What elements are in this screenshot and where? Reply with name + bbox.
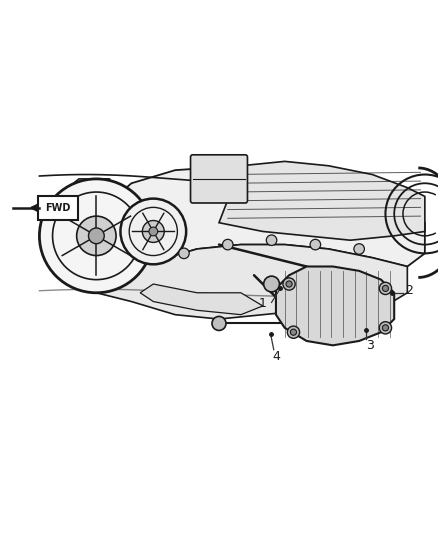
Ellipse shape xyxy=(223,239,233,250)
Ellipse shape xyxy=(379,322,392,334)
Polygon shape xyxy=(219,161,425,240)
Text: 2: 2 xyxy=(406,284,413,297)
Ellipse shape xyxy=(264,276,279,292)
Text: 4: 4 xyxy=(272,350,280,363)
Ellipse shape xyxy=(354,244,364,254)
Ellipse shape xyxy=(310,239,321,250)
Ellipse shape xyxy=(212,317,226,330)
Text: 1: 1 xyxy=(259,297,267,310)
FancyBboxPatch shape xyxy=(38,196,78,220)
Text: 3: 3 xyxy=(366,339,374,352)
Ellipse shape xyxy=(266,235,277,246)
Polygon shape xyxy=(140,284,263,314)
Ellipse shape xyxy=(39,179,153,293)
Text: FWD: FWD xyxy=(45,203,71,213)
Polygon shape xyxy=(44,179,110,266)
Ellipse shape xyxy=(382,325,389,331)
Ellipse shape xyxy=(179,248,189,259)
Ellipse shape xyxy=(287,326,300,338)
Ellipse shape xyxy=(286,281,292,287)
Ellipse shape xyxy=(77,216,116,255)
Ellipse shape xyxy=(382,285,389,292)
Ellipse shape xyxy=(120,199,186,264)
Ellipse shape xyxy=(290,329,297,335)
FancyBboxPatch shape xyxy=(191,155,247,203)
Ellipse shape xyxy=(379,282,392,295)
Ellipse shape xyxy=(142,221,164,243)
Polygon shape xyxy=(96,245,407,319)
Polygon shape xyxy=(79,166,425,275)
Ellipse shape xyxy=(283,278,295,290)
Ellipse shape xyxy=(149,227,158,236)
Ellipse shape xyxy=(88,228,104,244)
Polygon shape xyxy=(276,266,394,345)
